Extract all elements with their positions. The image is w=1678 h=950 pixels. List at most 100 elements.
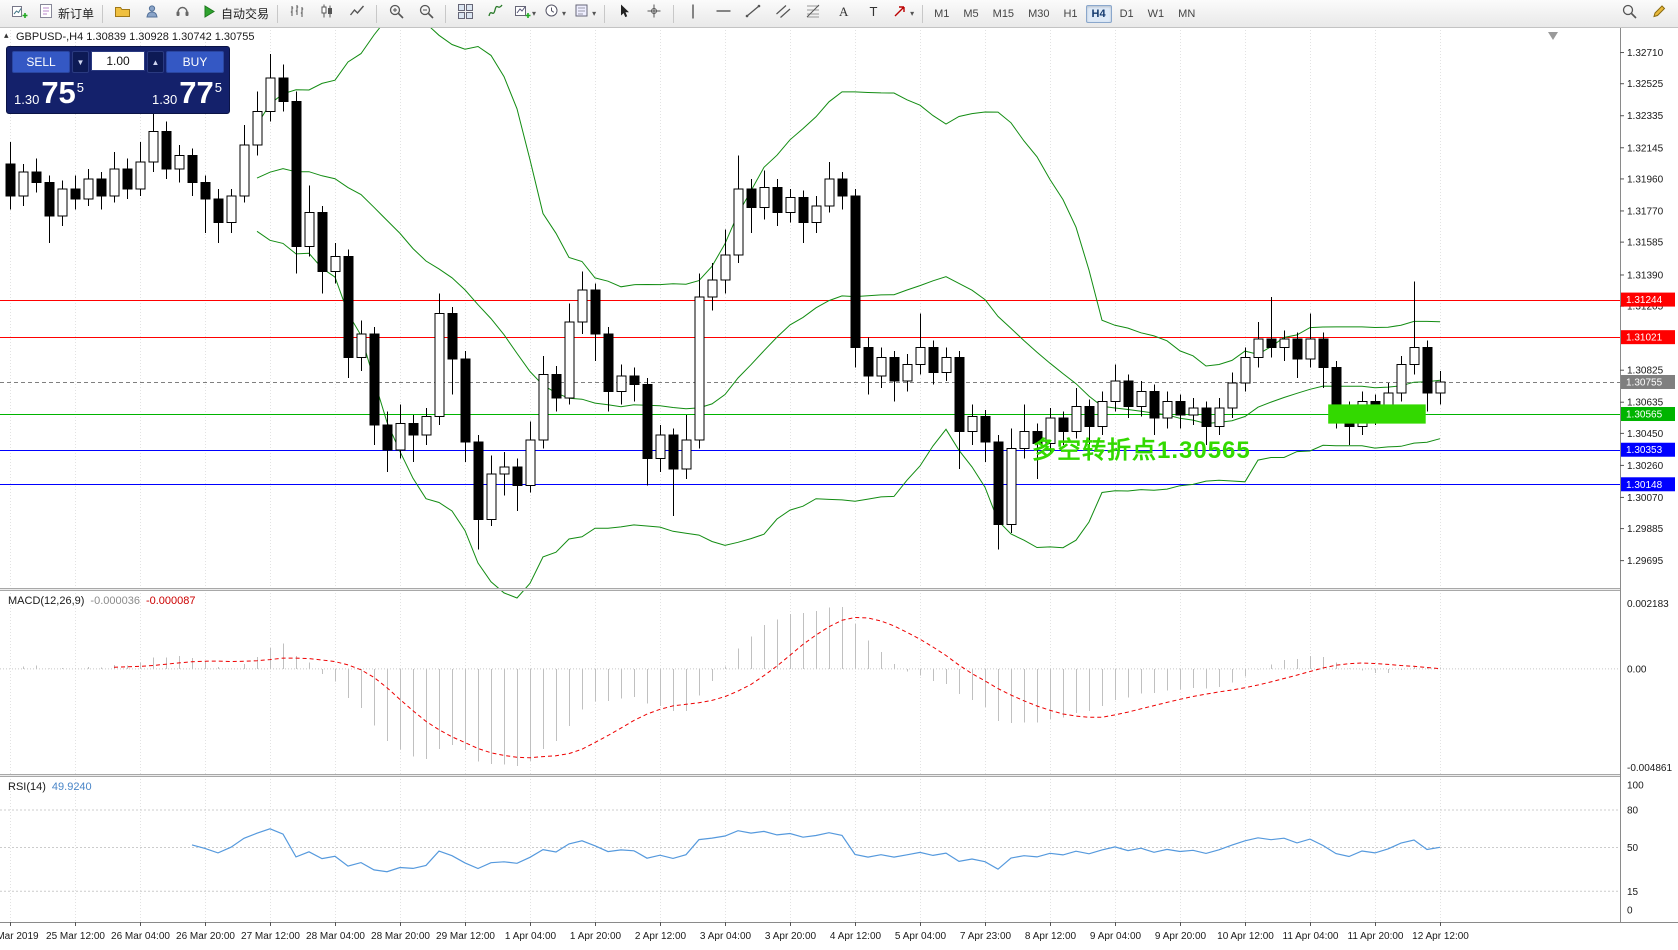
chart-window[interactable]: 1.32710 1.32525 1.32335 1.32145 1.31960 1.317… [0, 28, 1678, 950]
candle-body [1214, 407, 1225, 428]
period-button[interactable]: ▾ [541, 2, 569, 26]
buy-button[interactable]: BUY [166, 51, 224, 73]
profiles-button[interactable] [108, 2, 136, 26]
candle-body [1136, 390, 1147, 407]
chart-plus-button[interactable] [5, 2, 33, 26]
time-tick-label: 4 Apr 12:00 [830, 931, 882, 942]
one-click-trading-panel[interactable]: SELL ▼ ▲ BUY 1.30 75 5 1.30 77 5 [6, 46, 230, 114]
lot-increase-button[interactable]: ▲ [147, 51, 164, 73]
fibonacci-button[interactable] [799, 2, 827, 26]
crosshair-button[interactable] [640, 2, 668, 26]
candle-body [343, 255, 354, 359]
timeframe-h1[interactable]: H1 [1063, 7, 1078, 20]
channel-button[interactable] [769, 2, 797, 26]
chart-canvas[interactable]: 1.32710 1.32525 1.32335 1.32145 1.31960 1.317… [0, 28, 1678, 950]
price-line-label: 1.30565 [1626, 410, 1663, 421]
pane-divider[interactable] [0, 774, 1678, 777]
one-click-collapse-icon[interactable]: ▴ [4, 30, 9, 40]
candle-body [811, 205, 822, 224]
chart-shift-marker-icon[interactable] [1548, 32, 1558, 40]
horizontal-line-button[interactable] [709, 2, 737, 26]
candle-body [1188, 407, 1199, 416]
autotrade-icon [201, 3, 218, 25]
rsi-line [191, 828, 1441, 873]
price-axis[interactable]: 1.32710 1.32525 1.32335 1.32145 1.31960 1.317… [1620, 28, 1678, 950]
line-chart-button[interactable] [343, 2, 371, 26]
chart-text-annotation[interactable]: 多空转折点1.30565 [1032, 436, 1251, 464]
accounts-button[interactable] [138, 2, 166, 26]
candle-body [681, 439, 692, 470]
pencil-button[interactable] [1645, 2, 1673, 26]
candle-body [746, 188, 757, 209]
candle-body [551, 373, 562, 399]
time-tick-label: 3 Apr 04:00 [700, 931, 752, 942]
autotrade-button[interactable]: 自动交易 [198, 2, 272, 26]
candle-body [707, 279, 718, 298]
bar-chart-button[interactable] [283, 2, 311, 26]
cursor-icon [616, 3, 633, 25]
lot-size-input[interactable] [91, 51, 145, 71]
zoom-out-button[interactable] [412, 2, 440, 26]
price-line-label-box [1621, 330, 1675, 345]
timeframe-m1[interactable]: M1 [934, 7, 950, 20]
search-button[interactable] [1615, 2, 1643, 26]
sell-price-display[interactable]: 1.30 75 5 [14, 75, 85, 110]
candle-body [629, 375, 640, 386]
time-tick-label: 1 Apr 20:00 [570, 931, 622, 942]
candle-chart-button[interactable] [313, 2, 341, 26]
timeframe-m30[interactable]: M30 [1028, 7, 1050, 20]
new-order-button[interactable]: 新订单 [35, 2, 97, 26]
time-tick-label: 26 Mar 20:00 [176, 931, 235, 942]
candle-body [408, 422, 419, 436]
highlight-rectangle[interactable] [1328, 404, 1426, 424]
rsi-axis-label: 0 [1627, 906, 1633, 917]
time-tick-label: 27 Mar 12:00 [241, 931, 300, 942]
sell-button[interactable]: SELL [12, 51, 70, 73]
toolbar-separator [277, 4, 279, 23]
text-button[interactable]: A [829, 2, 857, 26]
timeframe-w1[interactable]: W1 [1147, 7, 1165, 20]
candle-body [356, 333, 367, 359]
buy-price-display[interactable]: 1.30 77 5 [151, 75, 222, 110]
candle-body [1435, 381, 1446, 394]
new-chart-button[interactable]: ▾ [511, 2, 539, 26]
candle-body [135, 161, 146, 190]
bar-chart-icon [289, 3, 306, 25]
tile-windows-button[interactable] [451, 2, 479, 26]
arrows-button[interactable]: ▾ [889, 2, 917, 26]
macd-histogram [23, 607, 1441, 766]
candle-chart-icon [319, 3, 336, 25]
chevron-down-icon: ▾ [910, 9, 915, 18]
time-tick-label: 26 Mar 04:00 [111, 931, 170, 942]
support-button[interactable] [168, 2, 196, 26]
time-tick-label: 24 Mar 2019 [0, 931, 39, 942]
timeframe-d1[interactable]: D1 [1119, 7, 1134, 20]
price-tick-label: 1.32710 [1627, 48, 1664, 59]
candle-body [850, 195, 861, 348]
candle-body [603, 333, 614, 392]
pencil-icon [1651, 3, 1668, 25]
time-axis[interactable]: 24 Mar 2019 25 Mar 12:00 26 Mar 04:00 26 Ma… [0, 922, 1678, 950]
price-tick-label: 1.32525 [1627, 79, 1664, 90]
label-button[interactable]: T [859, 2, 887, 26]
zoom-in-button[interactable] [382, 2, 410, 26]
price-line-label: 1.31244 [1626, 295, 1663, 306]
pane-divider[interactable] [0, 588, 1678, 591]
vertical-line-button[interactable] [679, 2, 707, 26]
price-tick-label: 1.31390 [1627, 270, 1664, 281]
candle-body [421, 416, 432, 436]
templates-button[interactable]: ▾ [571, 2, 599, 26]
candle-body [1422, 346, 1433, 394]
price-line-label-box [1621, 292, 1675, 307]
cursor-button[interactable] [610, 2, 638, 26]
timeframe-m5[interactable]: M5 [963, 7, 979, 20]
timeframe-h4[interactable]: H4 [1085, 4, 1112, 23]
trendline-button[interactable] [739, 2, 767, 26]
price-line-label: 1.31021 [1626, 333, 1663, 344]
timeframe-mn[interactable]: MN [1178, 7, 1196, 20]
lot-decrease-button[interactable]: ▼ [72, 51, 89, 73]
candle-body [1058, 417, 1069, 433]
candle-body [1149, 390, 1160, 419]
timeframe-m15[interactable]: M15 [992, 7, 1015, 20]
indicators-button[interactable] [481, 2, 509, 26]
